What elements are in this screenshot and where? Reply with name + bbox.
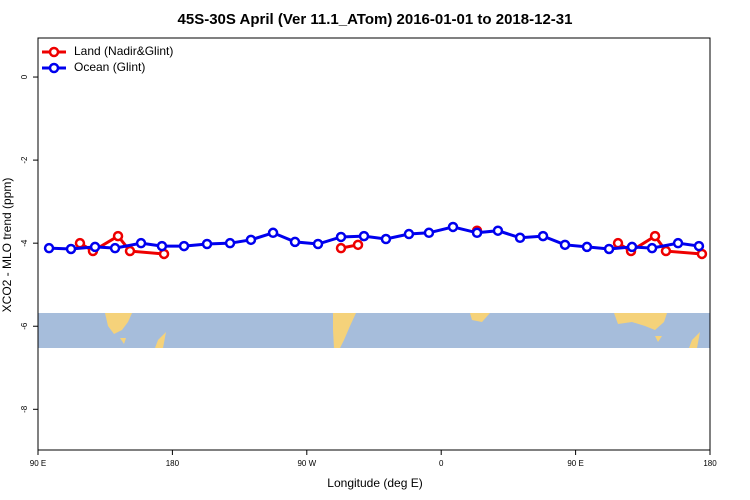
data-point (672, 237, 684, 249)
data-point (156, 240, 168, 252)
chart-title: 45S-30S April (Ver 11.1_ATom) 2016-01-01… (178, 11, 573, 28)
y-tick-label: -4 (20, 239, 29, 247)
y-tick-label: -6 (20, 322, 29, 330)
data-point (109, 242, 121, 254)
data-point (335, 242, 347, 254)
legend-label: Ocean (Glint) (74, 60, 145, 74)
data-point (74, 237, 86, 249)
legend-label: Land (Nadir&Glint) (74, 44, 173, 58)
legend-marker (48, 62, 60, 74)
data-point (289, 236, 301, 248)
data-point (224, 237, 236, 249)
data-point (514, 232, 526, 244)
data-point (89, 241, 101, 253)
data-point (352, 239, 364, 251)
map-strip (38, 313, 710, 348)
data-point (612, 237, 624, 249)
data-point (178, 240, 190, 252)
data-point (245, 234, 257, 246)
data-point (537, 230, 549, 242)
data-point (201, 238, 213, 250)
y-tick-label: -8 (20, 405, 29, 413)
data-point (559, 239, 571, 251)
data-point (693, 240, 705, 252)
x-tick-label: 90 E (30, 459, 46, 468)
data-point (646, 242, 658, 254)
y-axis-label: XCO2 - MLO trend (ppm) (0, 178, 14, 313)
data-point (267, 227, 279, 239)
x-tick-label: 90 E (567, 459, 583, 468)
data-point (447, 221, 459, 233)
legend-marker (48, 46, 60, 58)
y-tick-label: 0 (20, 74, 29, 79)
x-tick-label: 90 W (297, 459, 316, 468)
data-point (603, 243, 615, 255)
data-point (403, 228, 415, 240)
data-point (380, 233, 392, 245)
data-point (135, 237, 147, 249)
x-axis-label: Longitude (deg E) (327, 476, 422, 490)
data-point (43, 242, 55, 254)
data-point (312, 238, 324, 250)
data-point (124, 245, 136, 257)
data-point (649, 230, 661, 242)
data-point (660, 245, 672, 257)
data-point (335, 231, 347, 243)
x-tick-label: 180 (703, 459, 717, 468)
data-point (581, 241, 593, 253)
data-point (65, 243, 77, 255)
data-point (492, 225, 504, 236)
data-point (626, 241, 638, 253)
x-tick-label: 0 (439, 459, 444, 468)
data-point (471, 227, 483, 239)
data-point (423, 227, 435, 239)
x-tick-label: 180 (166, 459, 180, 468)
data-point (112, 230, 124, 242)
y-tick-label: -2 (20, 156, 29, 164)
series-line (48, 225, 700, 251)
plot-frame (37, 37, 711, 451)
data-point (358, 230, 370, 242)
